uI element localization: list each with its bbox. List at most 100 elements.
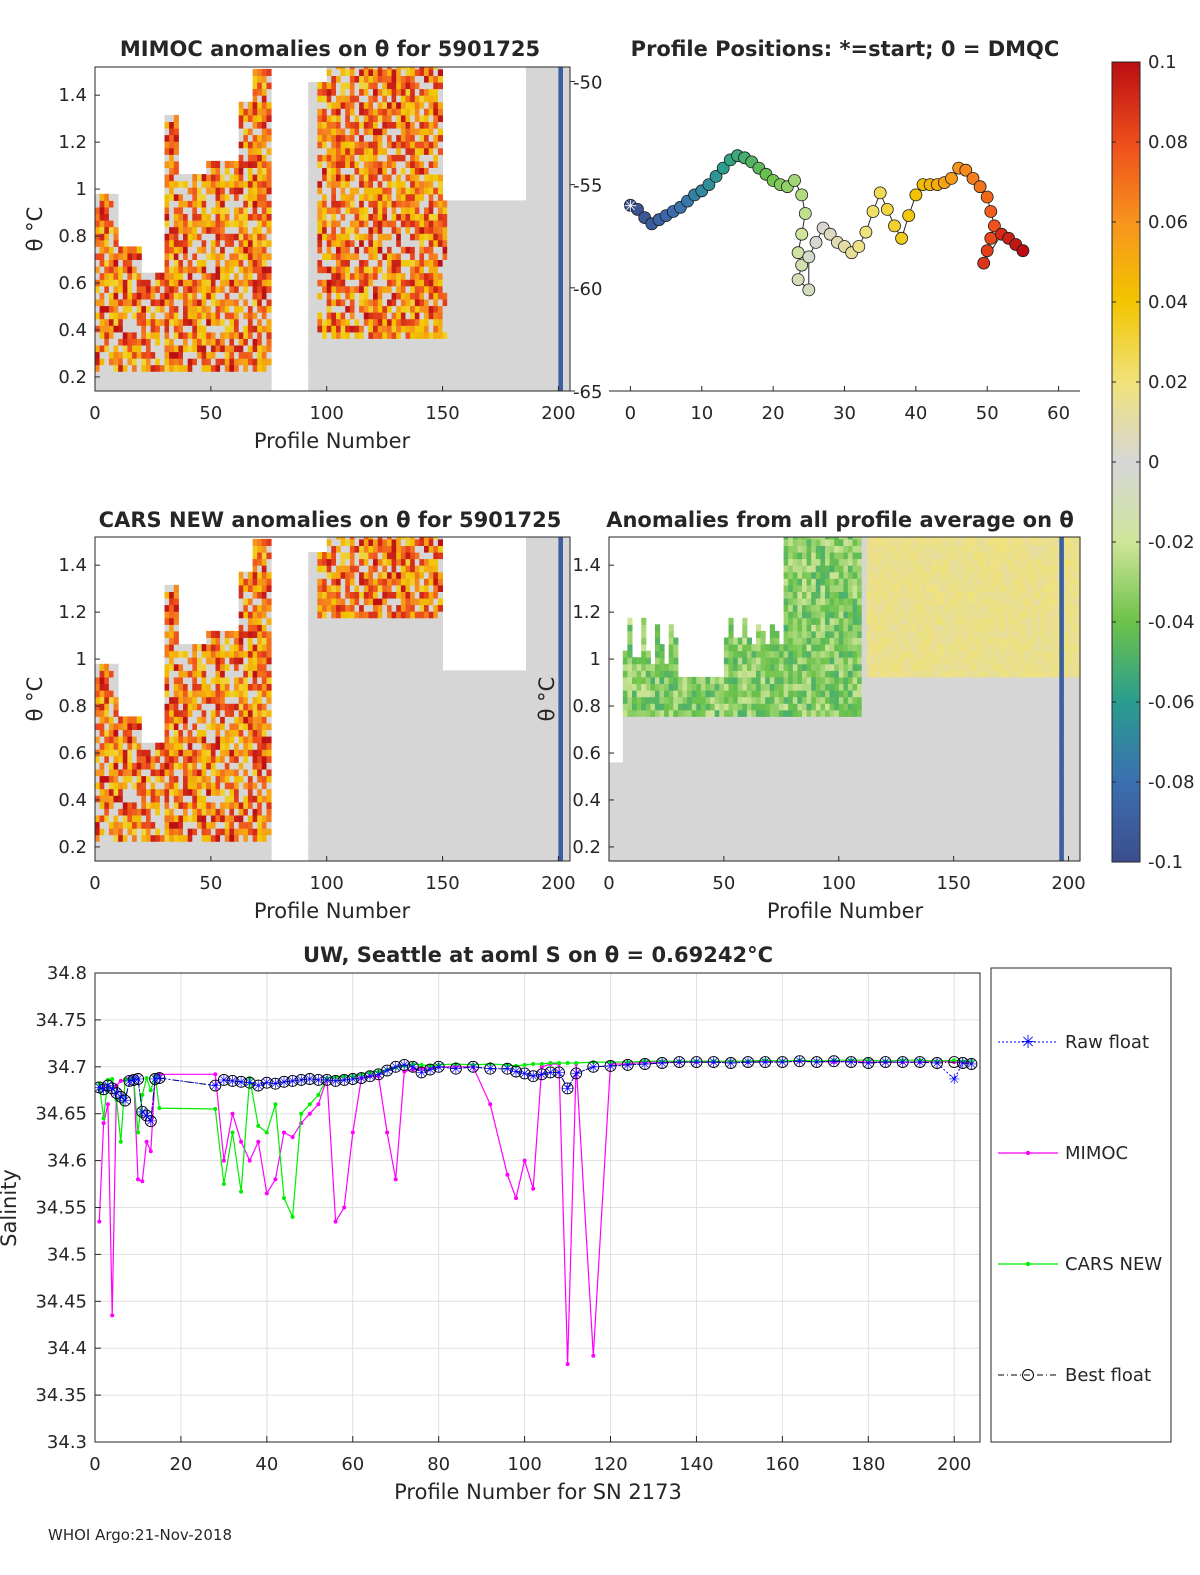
mimoc-cell	[164, 285, 170, 293]
mimoc-cell	[363, 206, 369, 214]
mimoc-cell	[567, 101, 570, 109]
cars-cell	[155, 808, 161, 816]
mimoc-cell	[539, 299, 545, 307]
mimoc-cell	[400, 279, 406, 287]
mimoc-cell	[336, 305, 342, 313]
mimoc-cell	[331, 187, 337, 195]
mimoc-cell	[507, 213, 513, 221]
mimoc-cell	[169, 180, 175, 188]
mimoc-cell	[308, 358, 314, 366]
mimoc-cell	[308, 318, 314, 326]
cars-cell	[150, 801, 156, 809]
cars-cell	[238, 769, 244, 777]
mimoc-cell	[252, 206, 258, 214]
cars-cell	[247, 604, 253, 612]
cars-cell	[229, 815, 235, 823]
mimoc-cell	[461, 239, 467, 247]
mimoc-cell	[549, 95, 555, 103]
mimoc-cell	[206, 305, 212, 313]
cars-cell	[173, 847, 179, 855]
mimoc-cell	[132, 312, 138, 320]
mimoc-cell	[479, 233, 485, 241]
cars-cell	[104, 828, 110, 836]
cars-cell	[238, 598, 244, 606]
mimoc-cell	[349, 305, 355, 313]
mimoc-cell	[331, 75, 337, 83]
mimoc-cell	[257, 292, 263, 300]
cars-cell	[132, 795, 138, 803]
mimoc-cell	[456, 226, 462, 234]
mimoc-cell	[567, 259, 570, 267]
cars-cell	[252, 598, 258, 606]
cars-cell	[127, 775, 133, 783]
mimoc-cell	[391, 338, 397, 346]
cars-cell	[173, 591, 179, 599]
cars-cell	[118, 841, 124, 849]
cars-cell	[252, 578, 258, 586]
mimoc-cell	[354, 200, 360, 208]
mimoc-cell	[414, 147, 420, 155]
mimoc-cell	[387, 187, 393, 195]
mimoc-cell	[141, 325, 147, 333]
cars-cell	[159, 762, 165, 770]
cars-cell	[122, 815, 128, 823]
cars-cell	[113, 801, 119, 809]
y-tick-label: -60	[573, 279, 602, 300]
mimoc-cell	[558, 272, 564, 280]
mimoc-cell	[447, 233, 453, 241]
mimoc-cell	[558, 345, 564, 353]
mimoc-cell	[322, 206, 328, 214]
cars-cell	[210, 630, 216, 638]
cars-cell	[118, 742, 124, 750]
mimoc-cell	[234, 358, 240, 366]
cars-cell	[178, 775, 184, 783]
mimoc-cell	[544, 312, 550, 320]
mimoc-cell	[257, 108, 263, 116]
cars-cell	[169, 676, 175, 684]
mimoc-cell	[563, 226, 569, 234]
mimoc-cell	[220, 233, 226, 241]
mimoc-cell	[475, 351, 481, 359]
mimoc-cell	[507, 226, 513, 234]
mimoc-cell	[220, 331, 226, 339]
mimoc-cell	[414, 193, 420, 201]
mimoc-cell	[229, 200, 235, 208]
mimoc-cell	[220, 279, 226, 287]
mimoc-cell	[428, 345, 434, 353]
mimoc-cell	[507, 325, 513, 333]
mimoc-cell	[484, 226, 490, 234]
mimoc-cell	[257, 331, 263, 339]
mimoc-cell	[400, 75, 406, 83]
mimoc-cell	[206, 371, 212, 379]
mimoc-cell	[539, 200, 545, 208]
cars-cell	[252, 834, 258, 842]
mimoc-cell	[419, 233, 425, 241]
mimoc-cell	[363, 325, 369, 333]
mimoc-cell	[238, 266, 244, 274]
cars-cell	[187, 782, 193, 790]
cars-cell	[108, 670, 114, 678]
mimoc-cell	[554, 56, 559, 63]
mimoc-cell	[377, 128, 383, 136]
mimoc-cell	[340, 121, 346, 129]
mimoc-cell	[326, 305, 332, 313]
mimoc-cell	[243, 351, 249, 359]
mimoc-cell	[507, 305, 513, 313]
mimoc-cell	[373, 88, 379, 96]
mimoc-cell	[526, 108, 532, 116]
mimoc-cell	[363, 246, 369, 254]
mimoc-cell	[428, 338, 434, 346]
mimoc-cell	[210, 220, 216, 228]
mimoc-cell	[150, 331, 156, 339]
mimoc-cell	[373, 167, 379, 175]
mimoc-cell	[238, 364, 244, 372]
cars-cell	[197, 755, 203, 763]
mimoc-cell	[331, 67, 337, 70]
mimoc-cell	[210, 174, 216, 182]
mimoc-cell	[400, 88, 406, 96]
cars-cell	[169, 834, 175, 842]
mimoc-cell	[363, 67, 369, 70]
mimoc-cell	[400, 154, 406, 162]
mimoc-cell	[405, 67, 411, 70]
mimoc-cell	[210, 292, 216, 300]
